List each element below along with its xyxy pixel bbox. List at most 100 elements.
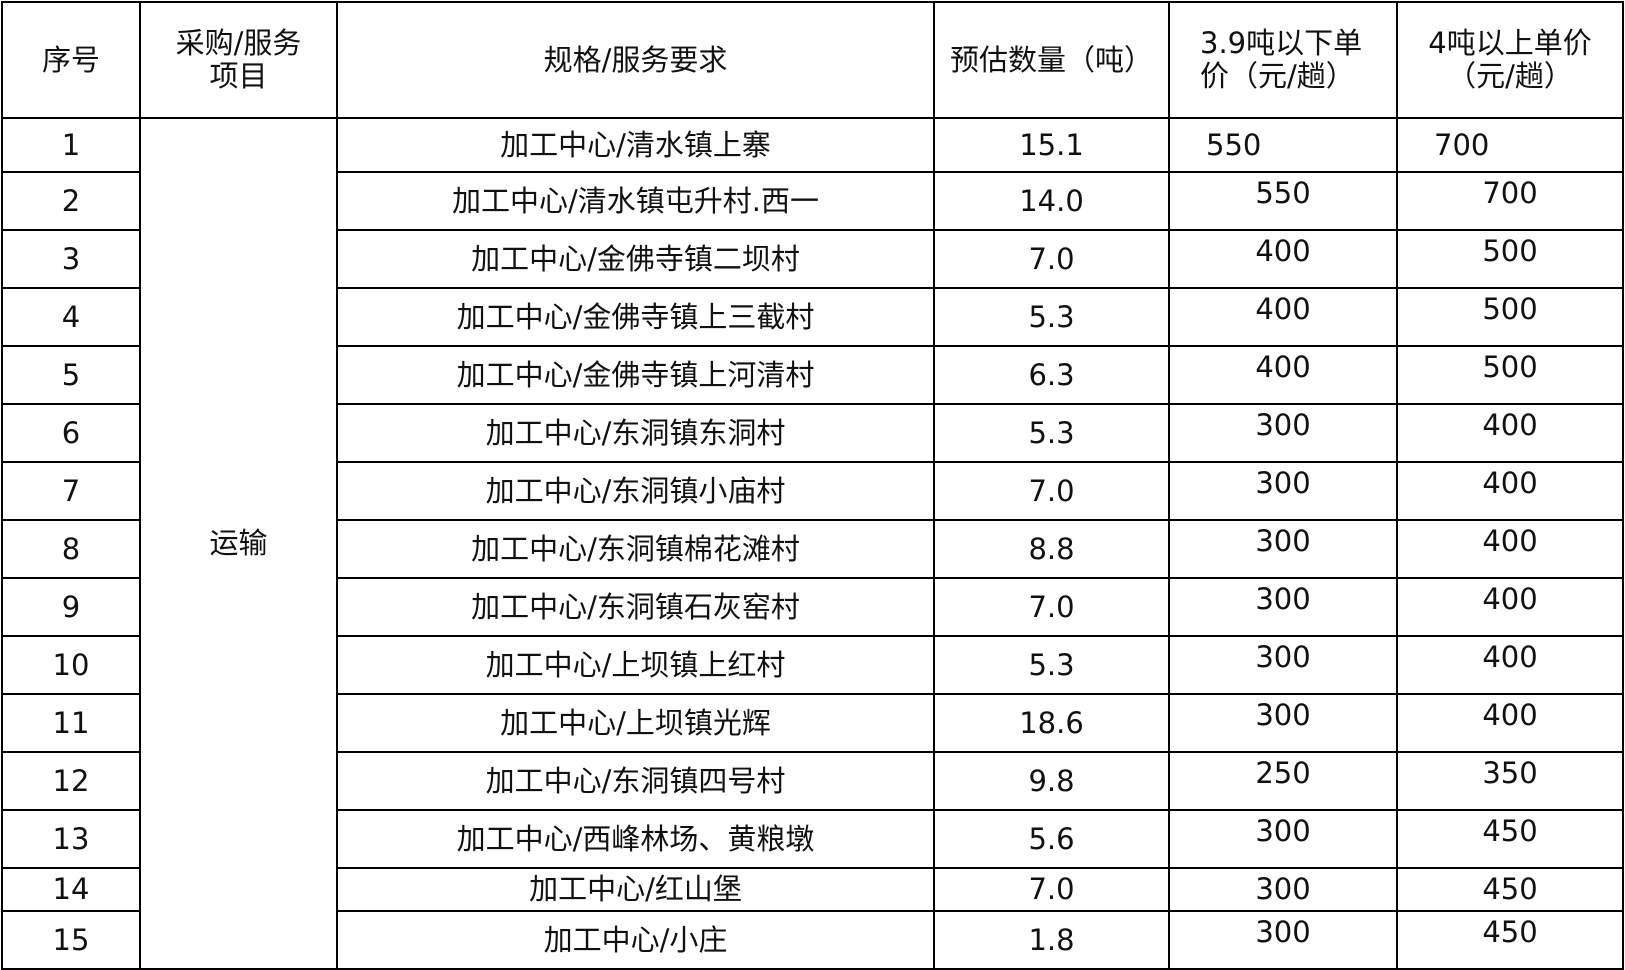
cell-qty: 7.0 <box>933 577 1170 637</box>
cell-price-over4: 350 <box>1396 751 1624 811</box>
header-item-line2: 项目 <box>209 59 268 93</box>
cell-spec: 加工中心/金佛寺镇二坝村 <box>336 229 935 289</box>
table-row: 11 加工中心/上坝镇光辉 18.6 300 400 <box>1 693 1624 753</box>
cell-qty: 7.0 <box>933 461 1170 521</box>
cell-price-under4: 550 <box>1168 171 1398 231</box>
cell-qty: 5.3 <box>933 287 1170 347</box>
cell-price-under4: 400 <box>1168 345 1398 405</box>
cell-qty: 7.0 <box>933 867 1170 912</box>
cell-price-under4: 300 <box>1168 809 1398 869</box>
cell-price-under4: 300 <box>1168 867 1398 912</box>
cell-qty: 6.3 <box>933 345 1170 405</box>
table-row: 3 加工中心/金佛寺镇二坝村 7.0 400 500 <box>1 229 1624 289</box>
header-no: 序号 <box>1 1 141 119</box>
cell-price-under4: 400 <box>1168 287 1398 347</box>
cell-no: 2 <box>1 171 141 231</box>
cell-price-under4: 300 <box>1168 577 1398 637</box>
cell-price-over4: 400 <box>1396 577 1624 637</box>
cell-spec: 加工中心/清水镇屯升村.西一 <box>336 171 935 231</box>
cell-no: 14 <box>1 867 141 912</box>
cell-price-over4: 700 <box>1396 171 1624 231</box>
header-row: 序号 采购/服务 项目 规格/服务要求 预估数量（吨） 3.9吨以下单 价（元/趟）… <box>1 1 1624 119</box>
cell-price-under4: 300 <box>1168 693 1398 753</box>
cell-price-under4: 300 <box>1168 635 1398 695</box>
header-spec: 规格/服务要求 <box>336 1 935 119</box>
cell-price-under4: 550 <box>1168 117 1398 173</box>
cell-no: 1 <box>1 117 141 173</box>
cell-price-over4: 450 <box>1396 910 1624 970</box>
cell-qty: 14.0 <box>933 171 1170 231</box>
cell-spec: 加工中心/金佛寺镇上河清村 <box>336 345 935 405</box>
cell-spec: 加工中心/上坝镇上红村 <box>336 635 935 695</box>
cell-spec: 加工中心/金佛寺镇上三截村 <box>336 287 935 347</box>
cell-no: 5 <box>1 345 141 405</box>
cell-price-over4: 500 <box>1396 287 1624 347</box>
cell-price-under4: 300 <box>1168 910 1398 970</box>
cell-no: 11 <box>1 693 141 753</box>
cell-price-under4: 300 <box>1168 519 1398 579</box>
table-row: 14 加工中心/红山堡 7.0 300 450 <box>1 867 1624 912</box>
cell-no: 10 <box>1 635 141 695</box>
table-row: 9 加工中心/东洞镇石灰窑村 7.0 300 400 <box>1 577 1624 637</box>
table-row: 7 加工中心/东洞镇小庙村 7.0 300 400 <box>1 461 1624 521</box>
header-price-over4-line2: （元/趟） <box>1447 59 1573 93</box>
table-row: 13 加工中心/西峰林场、黄粮墩 5.6 300 450 <box>1 809 1624 869</box>
header-item-line1: 采购/服务 <box>175 26 302 60</box>
header-item: 采购/服务 项目 <box>139 1 338 119</box>
header-price-over4-line1: 4吨以上单价 <box>1428 26 1592 60</box>
cell-price-over4: 700 <box>1396 117 1624 173</box>
cell-no: 4 <box>1 287 141 347</box>
table-row: 8 加工中心/东洞镇棉花滩村 8.8 300 400 <box>1 519 1624 579</box>
header-price-under4-line1: 3.9吨以下单 <box>1200 26 1363 60</box>
table-row: 4 加工中心/金佛寺镇上三截村 5.3 400 500 <box>1 287 1624 347</box>
cell-qty: 7.0 <box>933 229 1170 289</box>
cell-spec: 加工中心/小庄 <box>336 910 935 970</box>
cell-spec: 加工中心/东洞镇小庙村 <box>336 461 935 521</box>
cell-price-under4: 300 <box>1168 461 1398 521</box>
cell-no: 9 <box>1 577 141 637</box>
cell-price-over4: 400 <box>1396 693 1624 753</box>
cell-no: 8 <box>1 519 141 579</box>
cell-qty: 5.3 <box>933 635 1170 695</box>
cell-price-over4: 450 <box>1396 867 1624 912</box>
header-price-under4: 3.9吨以下单 价（元/趟） <box>1168 1 1398 119</box>
cell-qty: 15.1 <box>933 117 1170 173</box>
cell-no: 3 <box>1 229 141 289</box>
cell-no: 7 <box>1 461 141 521</box>
cell-qty: 18.6 <box>933 693 1170 753</box>
cell-price-under4: 250 <box>1168 751 1398 811</box>
cell-spec: 加工中心/东洞镇东洞村 <box>336 403 935 463</box>
table-row: 12 加工中心/东洞镇四号村 9.8 250 350 <box>1 751 1624 811</box>
cell-item: 运输 <box>139 117 338 970</box>
table-row: 2 加工中心/清水镇屯升村.西一 14.0 550 700 <box>1 171 1624 231</box>
cell-price-under4: 400 <box>1168 229 1398 289</box>
table-row: 10 加工中心/上坝镇上红村 5.3 300 400 <box>1 635 1624 695</box>
cell-qty: 1.8 <box>933 910 1170 970</box>
cell-price-over4: 400 <box>1396 403 1624 463</box>
table-row: 1 运输 加工中心/清水镇上寨 15.1 550 700 <box>1 117 1624 970</box>
cell-price-over4: 500 <box>1396 229 1624 289</box>
cell-price-over4: 400 <box>1396 461 1624 521</box>
cell-spec: 加工中心/东洞镇石灰窑村 <box>336 577 935 637</box>
table-row: 5 加工中心/金佛寺镇上河清村 6.3 400 500 <box>1 345 1624 405</box>
header-price-under4-line2: 价（元/趟） <box>1200 59 1355 93</box>
cell-price-over4: 500 <box>1396 345 1624 405</box>
cell-price-over4: 450 <box>1396 809 1624 869</box>
cell-no: 13 <box>1 809 141 869</box>
cell-qty: 5.3 <box>933 403 1170 463</box>
cell-spec: 加工中心/西峰林场、黄粮墩 <box>336 809 935 869</box>
cell-price-under4: 300 <box>1168 403 1398 463</box>
cell-spec: 加工中心/清水镇上寨 <box>336 117 935 173</box>
cell-spec: 加工中心/红山堡 <box>336 867 935 912</box>
cell-spec: 加工中心/上坝镇光辉 <box>336 693 935 753</box>
cell-qty: 5.6 <box>933 809 1170 869</box>
cell-no: 6 <box>1 403 141 463</box>
cell-spec: 加工中心/东洞镇棉花滩村 <box>336 519 935 579</box>
cell-no: 12 <box>1 751 141 811</box>
table-row: 6 加工中心/东洞镇东洞村 5.3 300 400 <box>1 403 1624 463</box>
cell-price-over4: 400 <box>1396 635 1624 695</box>
cell-qty: 8.8 <box>933 519 1170 579</box>
cell-price-over4: 400 <box>1396 519 1624 579</box>
header-qty: 预估数量（吨） <box>933 1 1170 119</box>
